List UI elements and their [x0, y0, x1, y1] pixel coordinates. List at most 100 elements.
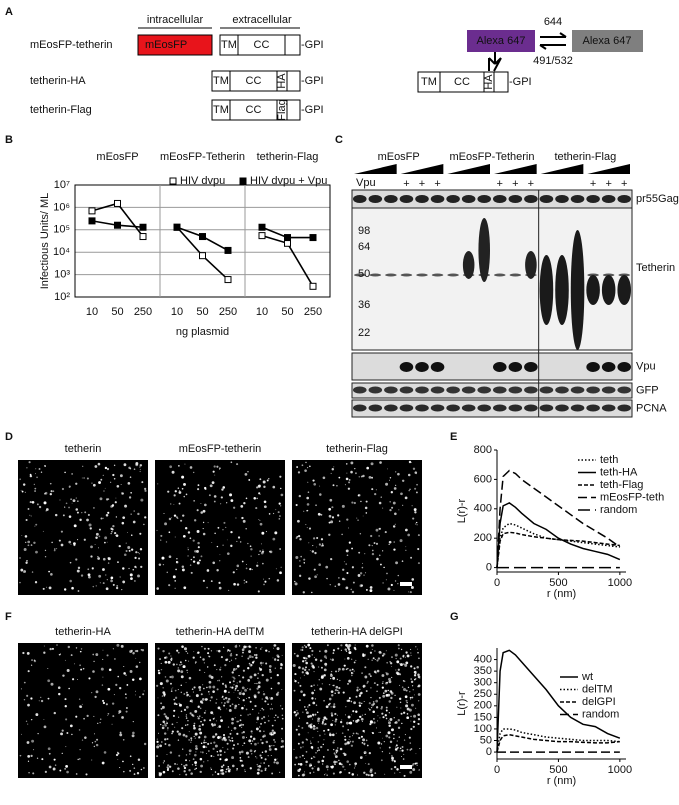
spot [279, 771, 281, 773]
y-tick-label: 0 [486, 561, 492, 573]
spot [202, 528, 204, 530]
spot [330, 472, 332, 474]
spot [106, 467, 110, 471]
spot [419, 747, 421, 750]
spot [67, 645, 71, 649]
spot [264, 700, 267, 703]
spot [26, 651, 30, 655]
spot [411, 505, 413, 507]
spot [254, 704, 257, 708]
spot [174, 587, 176, 589]
spot [202, 658, 205, 661]
spot [180, 710, 183, 713]
spot [70, 498, 72, 500]
spot [33, 541, 36, 545]
spot [310, 742, 312, 745]
legend-label: mEosFP-teth [600, 491, 664, 503]
spot [270, 733, 273, 736]
spot [351, 735, 353, 737]
spot [173, 698, 176, 701]
spot [248, 479, 251, 481]
spot [161, 695, 164, 697]
spot [82, 465, 84, 467]
spot [355, 719, 359, 723]
spot [81, 512, 83, 514]
spot [42, 530, 44, 532]
x-tick-label: 10 [171, 306, 183, 318]
spot [256, 771, 260, 775]
spot [416, 524, 418, 526]
spot [229, 493, 233, 497]
spot [68, 485, 71, 488]
spot [296, 535, 299, 538]
spot [345, 586, 349, 590]
spot [241, 732, 243, 734]
spot [357, 774, 359, 776]
spot [222, 528, 224, 531]
spot [220, 769, 224, 772]
spot [187, 719, 189, 722]
anchor-label: -GPI [509, 76, 532, 88]
spot [211, 481, 215, 485]
spot [393, 589, 395, 591]
spot [317, 717, 320, 721]
spot [208, 685, 212, 689]
spot [27, 755, 31, 758]
spot [203, 761, 205, 763]
panel-label: C [335, 134, 343, 146]
spot [195, 747, 198, 750]
spot [166, 768, 169, 772]
spot [416, 764, 418, 766]
spot [137, 512, 140, 516]
spot [29, 514, 31, 516]
spot [235, 653, 238, 656]
spot [412, 768, 416, 771]
spot [202, 684, 204, 686]
spot [57, 686, 61, 690]
spot [250, 730, 253, 733]
spot [193, 519, 197, 522]
spot [280, 487, 282, 490]
spot [20, 733, 22, 735]
spot [410, 665, 413, 668]
spot [256, 717, 259, 721]
spot [241, 651, 244, 654]
spot [243, 502, 246, 505]
spot [136, 772, 140, 775]
spot [268, 744, 271, 747]
spot [180, 684, 183, 687]
spot [233, 692, 235, 693]
spot [198, 727, 202, 731]
spot [310, 723, 313, 726]
spot [257, 742, 259, 744]
spot [363, 701, 365, 703]
spot [102, 676, 104, 678]
spot [345, 668, 348, 671]
band [525, 251, 537, 279]
spot [296, 654, 299, 658]
spot [237, 689, 239, 692]
spot [360, 717, 364, 721]
spot [328, 521, 331, 524]
spot [334, 718, 338, 721]
spot [402, 663, 405, 666]
spot [314, 658, 318, 661]
spot [324, 733, 326, 735]
spot [397, 472, 400, 476]
mw-label: 50 [358, 268, 370, 280]
spot [268, 748, 272, 751]
spot [258, 729, 262, 733]
spot [30, 697, 33, 700]
spot [125, 710, 128, 713]
spot [127, 546, 131, 549]
spot [183, 495, 186, 498]
spot [178, 754, 181, 757]
spot [232, 680, 235, 683]
marker [199, 252, 206, 260]
spot [178, 702, 180, 705]
spot [399, 747, 402, 750]
spot [298, 534, 301, 538]
spot [370, 707, 373, 709]
spot [414, 762, 417, 765]
spot [129, 468, 132, 470]
